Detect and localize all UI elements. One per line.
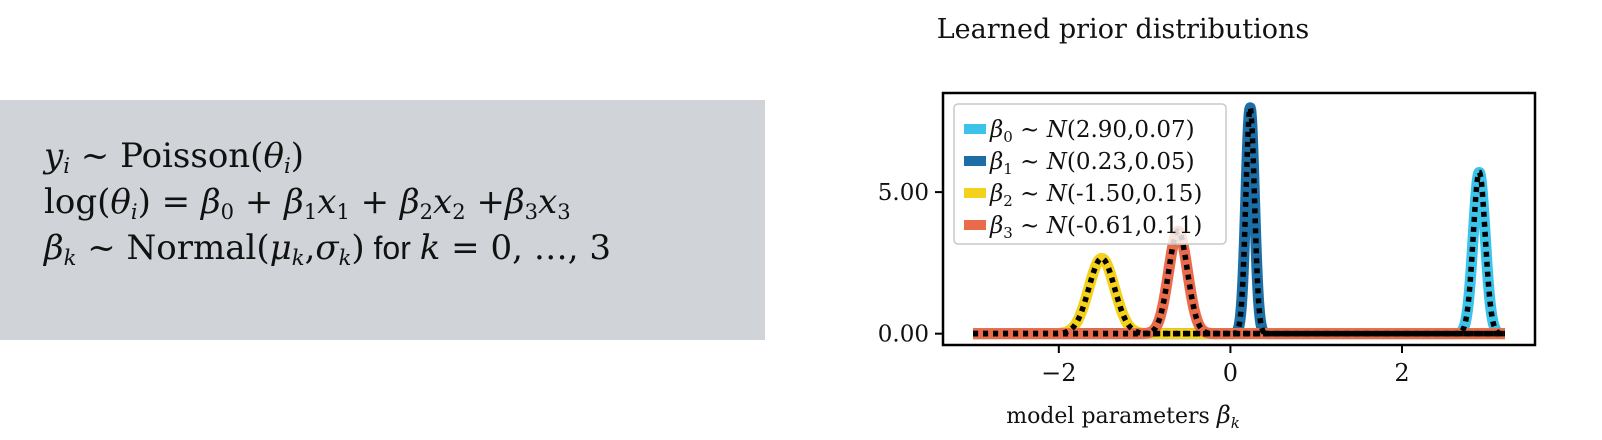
x-tick-label-2: 2 xyxy=(1394,359,1409,387)
axes-layer: −2 0 2 0.00 5.00 xyxy=(878,180,1410,387)
legend-label-2: β2 ∼ N(-1.50,0.15) xyxy=(989,181,1202,210)
y-tick-label-0: 0.00 xyxy=(878,322,929,348)
equation-prior: βk ~ Normal(μk,σk) for k = 0, …, 3 xyxy=(44,228,611,270)
y-tick-label-1: 5.00 xyxy=(878,180,929,206)
legend-label-0: β0 ∼ N(2.90,0.07) xyxy=(989,117,1195,146)
equation-link-function: log(θi) = β0 + β1x1 + β2x2 +β3x3 xyxy=(44,182,571,224)
model-specification-box xyxy=(0,100,765,340)
chart-title: Learned prior distributions xyxy=(937,14,1310,45)
legend-swatch-1 xyxy=(964,156,986,166)
x-tick-label-1: 0 xyxy=(1223,359,1238,387)
equation-likelihood: yi ~ Poisson(θi) xyxy=(44,136,304,178)
legend-swatch-0 xyxy=(964,124,986,134)
plot-frame xyxy=(941,91,1537,347)
legend-swatch-3 xyxy=(964,220,986,230)
x-tick-label-0: −2 xyxy=(1041,359,1076,387)
fit-overlay-3 xyxy=(973,228,1505,337)
legend-label-1: β1 ∼ N(0.23,0.05) xyxy=(989,149,1195,178)
curves-layer xyxy=(968,98,1510,340)
fit-overlay-1 xyxy=(973,98,1505,337)
legend-swatch-2 xyxy=(964,188,986,198)
legend-box xyxy=(953,103,1227,245)
legend-label-3: β3 ∼ N(-0.61,0.11) xyxy=(989,213,1202,242)
x-axis-label: model parameters βk xyxy=(1006,401,1240,432)
legend: β0 ∼ N(2.90,0.07) β1 ∼ N(0.23,0.05) β2 ∼ N… xyxy=(953,103,1227,245)
